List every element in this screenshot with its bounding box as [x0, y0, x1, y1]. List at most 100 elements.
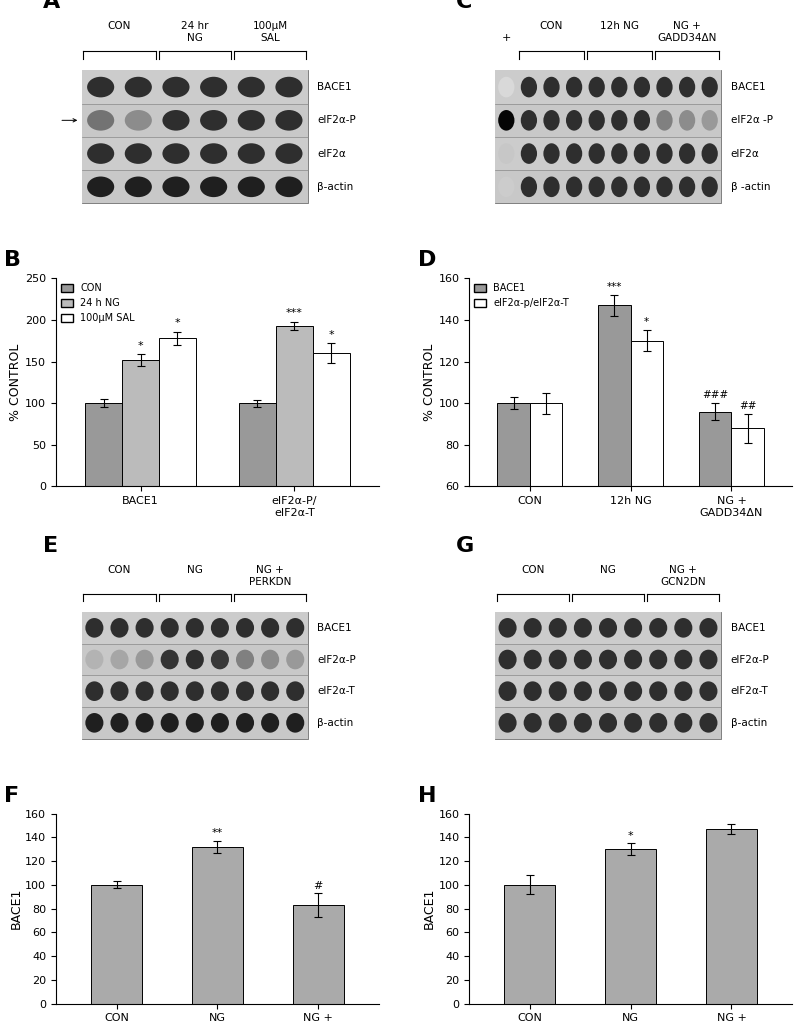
Ellipse shape	[634, 77, 650, 97]
Ellipse shape	[624, 618, 642, 638]
Ellipse shape	[110, 618, 129, 638]
Ellipse shape	[549, 649, 567, 670]
Ellipse shape	[211, 713, 229, 732]
Text: *: *	[138, 341, 143, 351]
Text: BACE1: BACE1	[318, 82, 352, 92]
Ellipse shape	[200, 110, 227, 131]
Text: *: *	[644, 317, 650, 328]
Ellipse shape	[135, 681, 154, 701]
Ellipse shape	[238, 77, 265, 97]
Text: *: *	[328, 330, 334, 340]
Ellipse shape	[524, 681, 542, 701]
Bar	[505, 885, 555, 1004]
Ellipse shape	[674, 681, 692, 701]
Text: NG: NG	[187, 565, 202, 574]
Ellipse shape	[679, 176, 695, 198]
Ellipse shape	[161, 713, 178, 732]
Text: *: *	[628, 830, 634, 841]
Text: CON: CON	[540, 22, 563, 31]
Ellipse shape	[574, 618, 592, 638]
Ellipse shape	[656, 110, 673, 131]
Ellipse shape	[87, 143, 114, 164]
Text: eIF2α -P: eIF2α -P	[730, 116, 773, 125]
Ellipse shape	[162, 77, 190, 97]
Ellipse shape	[566, 77, 582, 97]
Ellipse shape	[200, 176, 227, 198]
Ellipse shape	[200, 77, 227, 97]
Text: **: **	[212, 828, 223, 839]
Ellipse shape	[699, 713, 718, 732]
Ellipse shape	[674, 713, 692, 732]
Y-axis label: % CONTROL: % CONTROL	[10, 344, 22, 421]
Ellipse shape	[624, 649, 642, 670]
Ellipse shape	[238, 143, 265, 164]
Ellipse shape	[574, 713, 592, 732]
Ellipse shape	[236, 713, 254, 732]
Bar	[706, 829, 757, 1004]
Ellipse shape	[211, 681, 229, 701]
Ellipse shape	[286, 713, 304, 732]
Ellipse shape	[574, 681, 592, 701]
Text: β-actin: β-actin	[318, 182, 354, 191]
Text: NG: NG	[600, 565, 616, 574]
Ellipse shape	[599, 618, 617, 638]
Text: A: A	[43, 0, 60, 11]
Text: β -actin: β -actin	[730, 182, 770, 191]
Ellipse shape	[286, 681, 304, 701]
Text: eIF2α-T: eIF2α-T	[318, 686, 355, 696]
Ellipse shape	[275, 143, 302, 164]
Ellipse shape	[624, 681, 642, 701]
Ellipse shape	[86, 681, 103, 701]
Text: #: #	[314, 881, 323, 891]
Ellipse shape	[699, 649, 718, 670]
Text: CON: CON	[108, 22, 131, 31]
Y-axis label: BACE1: BACE1	[10, 888, 22, 929]
Ellipse shape	[656, 77, 673, 97]
Text: eIF2α-P: eIF2α-P	[318, 116, 356, 125]
Ellipse shape	[125, 143, 152, 164]
Ellipse shape	[87, 77, 114, 97]
Ellipse shape	[649, 681, 667, 701]
Bar	[606, 849, 656, 1004]
Text: NG +
PERKDN: NG + PERKDN	[249, 565, 291, 587]
Ellipse shape	[236, 618, 254, 638]
Ellipse shape	[589, 77, 605, 97]
Bar	[630, 341, 663, 611]
Text: eIF2α-T: eIF2α-T	[730, 686, 769, 696]
Text: β-actin: β-actin	[730, 718, 767, 728]
Text: CON: CON	[521, 565, 544, 574]
Ellipse shape	[135, 713, 154, 732]
Ellipse shape	[211, 618, 229, 638]
Ellipse shape	[702, 77, 718, 97]
Ellipse shape	[521, 110, 537, 131]
Ellipse shape	[236, 649, 254, 670]
Ellipse shape	[566, 143, 582, 164]
Ellipse shape	[211, 649, 229, 670]
Bar	[495, 137, 721, 170]
Text: 12h NG: 12h NG	[600, 22, 638, 31]
Ellipse shape	[125, 77, 152, 97]
Text: CON: CON	[108, 565, 131, 574]
Bar	[276, 326, 313, 486]
Legend: BACE1, eIF2α-p/eIF2α-T: BACE1, eIF2α-p/eIF2α-T	[474, 284, 570, 308]
Y-axis label: BACE1: BACE1	[422, 888, 435, 929]
Ellipse shape	[649, 649, 667, 670]
Ellipse shape	[236, 681, 254, 701]
Ellipse shape	[679, 77, 695, 97]
Text: BACE1: BACE1	[730, 82, 766, 92]
Bar	[82, 612, 308, 644]
Ellipse shape	[125, 110, 152, 131]
FancyBboxPatch shape	[82, 71, 308, 204]
Ellipse shape	[634, 176, 650, 198]
Ellipse shape	[87, 110, 114, 131]
Ellipse shape	[589, 176, 605, 198]
Ellipse shape	[161, 681, 178, 701]
Bar	[86, 403, 122, 486]
Ellipse shape	[135, 649, 154, 670]
Bar	[598, 305, 630, 611]
Ellipse shape	[524, 618, 542, 638]
Ellipse shape	[674, 618, 692, 638]
Text: ***: ***	[606, 282, 622, 292]
Text: G: G	[456, 536, 474, 556]
Ellipse shape	[275, 110, 302, 131]
